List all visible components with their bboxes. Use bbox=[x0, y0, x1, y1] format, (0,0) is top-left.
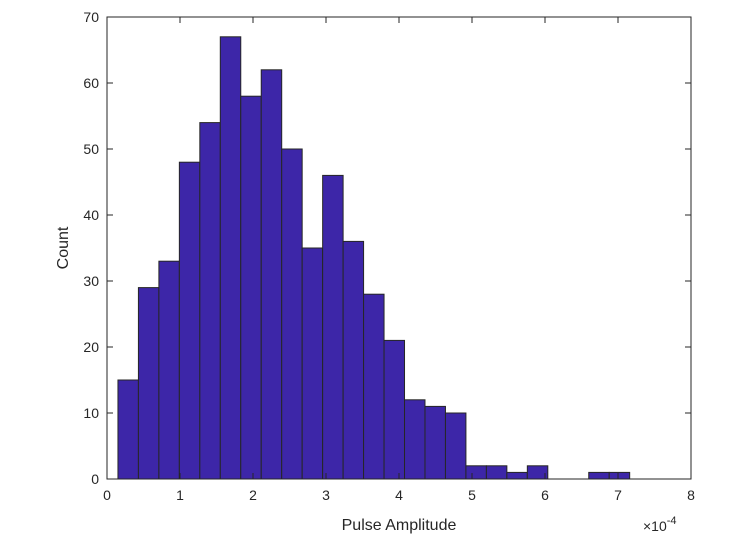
x-multiplier-exponent: -4 bbox=[667, 515, 677, 527]
histogram-bar bbox=[158, 260, 180, 480]
x-multiplier-base: ×10 bbox=[643, 518, 667, 534]
histogram-bar bbox=[137, 287, 160, 480]
histogram-bar bbox=[240, 95, 262, 480]
axes-group: 0 1 2 3 4 5 6 7 8 0 10 20 30 40 50 60 70 bbox=[83, 9, 695, 503]
y-tick-label: 30 bbox=[83, 273, 99, 289]
histogram-bar bbox=[281, 148, 303, 480]
x-tick-label: 7 bbox=[614, 487, 622, 503]
y-tick-label: 60 bbox=[83, 75, 99, 91]
bars-group bbox=[117, 36, 631, 480]
x-tick-label: 2 bbox=[249, 487, 257, 503]
histogram-bar bbox=[485, 465, 508, 480]
histogram-bar bbox=[465, 465, 487, 480]
x-tick-label: 1 bbox=[176, 487, 184, 503]
histogram-bar bbox=[178, 161, 201, 480]
x-tick-label: 0 bbox=[103, 487, 111, 503]
histogram-bar bbox=[117, 379, 139, 480]
x-tick-label: 5 bbox=[468, 487, 476, 503]
histogram-bar bbox=[444, 412, 467, 480]
histogram-bar bbox=[199, 122, 221, 480]
histogram-bar bbox=[219, 36, 242, 480]
x-multiplier: ×10-4 bbox=[643, 515, 677, 534]
x-tick-label: 3 bbox=[322, 487, 330, 503]
x-axis-label: Pulse Amplitude bbox=[342, 517, 457, 534]
histogram-bar bbox=[424, 405, 446, 480]
histogram-bar bbox=[383, 339, 406, 480]
histogram-bar bbox=[404, 399, 426, 480]
histogram-bar bbox=[322, 174, 344, 480]
histogram-bar bbox=[260, 69, 283, 480]
y-tick-label: 10 bbox=[83, 405, 99, 421]
axes-box bbox=[106, 16, 692, 480]
y-tick-label: 40 bbox=[83, 207, 99, 223]
histogram-bar bbox=[506, 471, 528, 480]
histogram-bar bbox=[588, 471, 610, 480]
histogram-bar bbox=[301, 247, 324, 480]
histogram-bar bbox=[363, 293, 385, 480]
y-tick-label: 70 bbox=[83, 9, 99, 25]
y-axis-label: Count bbox=[55, 226, 72, 269]
y-tick-label: 20 bbox=[83, 339, 99, 355]
x-tick-label: 8 bbox=[687, 487, 695, 503]
x-tick-label: 6 bbox=[541, 487, 549, 503]
x-tick-label: 4 bbox=[395, 487, 403, 503]
histogram-bar bbox=[342, 240, 365, 480]
y-tick-label: 0 bbox=[91, 471, 99, 487]
y-tick-label: 50 bbox=[83, 141, 99, 157]
histogram-bar bbox=[608, 471, 631, 480]
